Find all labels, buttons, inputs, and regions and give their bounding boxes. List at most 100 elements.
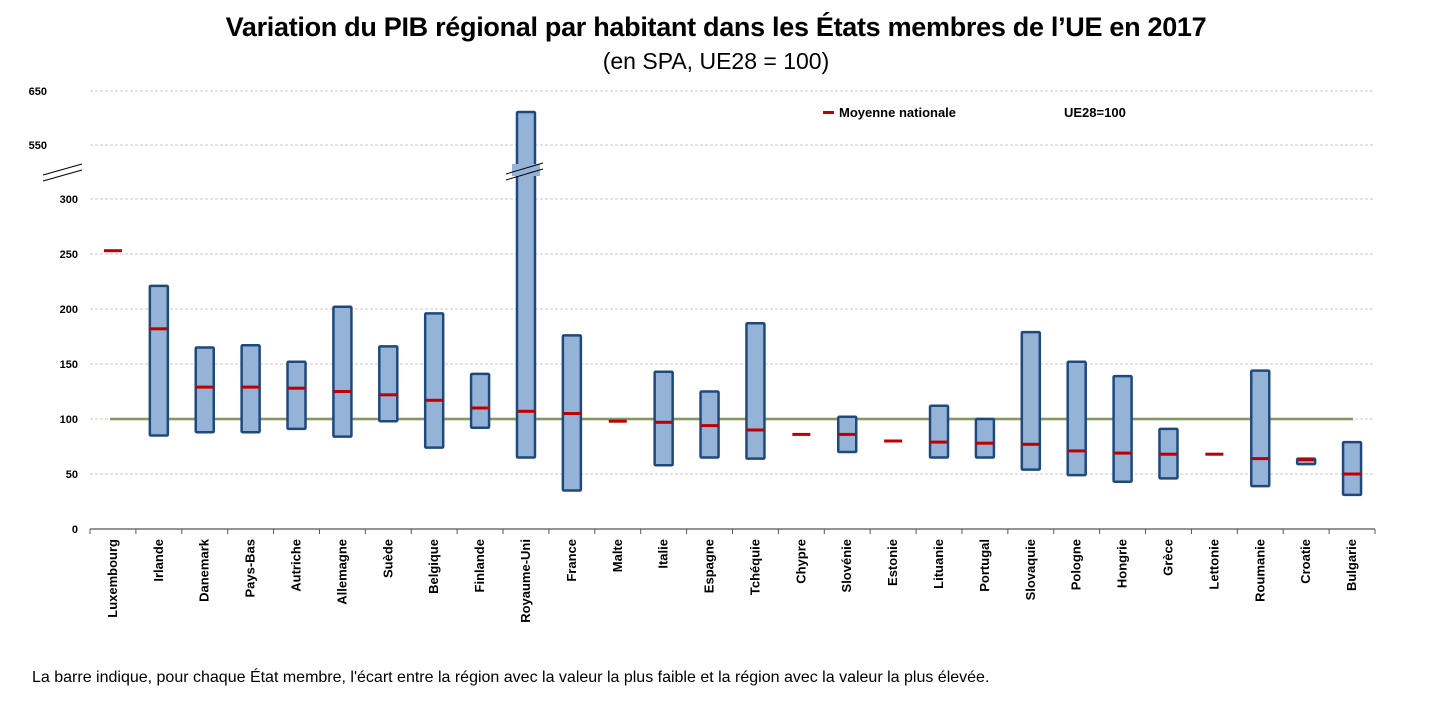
range-bar-hongrie [1112, 374, 1133, 483]
x-category-label: Italie [656, 539, 671, 569]
mean-marker-irlande [149, 327, 168, 331]
mean-marker-royaume-uni [516, 409, 535, 413]
mean-marker-suède [379, 393, 398, 397]
range-bars [148, 110, 1363, 497]
x-category-label: Lituanie [931, 539, 946, 589]
y-tick-label: 0 [72, 524, 78, 536]
x-category-label: Croatie [1298, 539, 1313, 584]
mean-marker-pologne [1067, 449, 1086, 453]
bar-break-line [505, 168, 544, 181]
legend-mean-label: Moyenne nationale [839, 105, 956, 120]
x-category-label: Luxembourg [105, 539, 120, 618]
range-bar-autriche [286, 360, 307, 431]
x-category-label: Espagne [702, 539, 717, 593]
y-tick-label: 100 [60, 414, 78, 426]
range-bar-suède [378, 345, 399, 423]
axis-break-line [42, 163, 83, 176]
range-bar-allemagne [332, 305, 353, 438]
mean-marker-hongrie [1113, 451, 1132, 455]
mean-marker-luxembourg [103, 249, 122, 253]
x-category-label: Grèce [1160, 539, 1175, 576]
mean-marker-roumanie [1251, 457, 1270, 461]
x-axis [89, 528, 1376, 534]
range-bar-royaume-uni [515, 110, 537, 459]
mean-marker-chypre [792, 432, 811, 436]
range-bar-irlande [148, 284, 170, 437]
y-tick-label: 50 [66, 469, 78, 481]
mean-marker-espagne [700, 424, 719, 428]
range-bar-tchéquie [745, 322, 766, 460]
y-tick-label: 250 [60, 249, 78, 261]
x-category-label: Chypre [793, 539, 808, 584]
bar-break-line [505, 162, 544, 175]
mean-marker-lituanie [930, 440, 949, 444]
x-category-label: Pologne [1069, 539, 1084, 590]
chart-subtitle: (en SPA, UE28 = 100) [602, 48, 830, 74]
mean-markers [103, 249, 1362, 476]
x-category-label: Hongrie [1115, 539, 1130, 588]
range-bar-belgique [423, 312, 445, 449]
bar-break-gap [511, 164, 540, 176]
x-category-label: Irlande [151, 539, 166, 582]
x-category-label: Estonie [885, 539, 900, 586]
range-bar-pays-bas [240, 344, 261, 434]
range-bar-finlande [469, 372, 491, 430]
x-category-label: France [564, 539, 579, 582]
x-category-label: Portugal [977, 539, 992, 592]
x-category-label: Pays-Bas [243, 539, 258, 598]
x-category-label: Tchéquie [747, 539, 762, 595]
mean-marker-slovaquie [1021, 442, 1040, 446]
mean-marker-allemagne [333, 390, 352, 393]
mean-marker-slovénie [838, 432, 857, 436]
legend-reference-label: UE28=100 [1064, 105, 1126, 120]
x-category-label: Malte [610, 539, 625, 572]
x-category-label: Royaume-Uni [518, 539, 533, 623]
range-bar-lituanie [928, 404, 950, 459]
mean-marker-lettonie [1205, 452, 1224, 456]
range-bar-bulgarie [1341, 440, 1363, 497]
mean-marker-portugal [975, 441, 994, 445]
range-bar-danemark [194, 346, 215, 434]
x-category-label: Finlande [472, 539, 487, 592]
x-category-label: Lettonie [1206, 539, 1221, 590]
y-tick-label: 300 [60, 194, 78, 206]
chart: 0 50 100 150 200 250 300 550 650 Luxembourg Irlan… [29, 86, 1376, 623]
y-tick-label: 650 [29, 86, 47, 98]
x-category-label: Autriche [289, 539, 304, 592]
mean-marker-pays-bas [241, 385, 260, 389]
x-category-label: Roumanie [1252, 539, 1267, 602]
mean-marker-autriche [287, 386, 306, 390]
mean-marker-italie [654, 420, 673, 424]
y-tick-label: 550 [29, 140, 47, 152]
axis-break-line [42, 169, 83, 182]
range-bar-roumanie [1250, 369, 1271, 488]
legend: Moyenne nationale UE28=100 [823, 105, 1126, 120]
mean-marker-belgique [425, 398, 444, 402]
x-category-label: Suède [380, 539, 395, 578]
x-category-label: Danemark [197, 538, 212, 602]
y-axis-tick-labels: 0 50 100 150 200 250 300 550 650 [29, 86, 78, 536]
x-category-label: Belgique [426, 539, 441, 594]
gridlines [90, 90, 1375, 475]
mean-marker-estonie [884, 439, 903, 443]
y-tick-label: 200 [60, 304, 78, 316]
mean-marker-danemark [195, 385, 214, 389]
mean-marker-bulgarie [1343, 472, 1362, 476]
mean-marker-grèce [1159, 452, 1178, 456]
x-category-label: Slovénie [839, 539, 854, 592]
x-category-label: Bulgarie [1344, 539, 1359, 591]
x-axis-category-labels: Luxembourg Irlande Danemark Pays-Bas Autrich… [105, 538, 1359, 623]
mean-marker-croatie [1298, 458, 1315, 462]
footnote: La barre indique, pour chaque État membr… [32, 669, 990, 686]
mean-marker-tchéquie [746, 428, 765, 432]
axis-break-marks [42, 163, 83, 182]
chart-title: Variation du PIB régional par habitant d… [225, 12, 1207, 42]
mean-marker-malte [608, 419, 627, 423]
x-category-label: Slovaquie [1023, 539, 1038, 600]
range-bar-slovaquie [1020, 330, 1042, 471]
x-category-label: Allemagne [334, 539, 349, 605]
mean-marker-finlande [471, 406, 490, 410]
mean-marker-france [562, 412, 581, 415]
range-bar-portugal [974, 417, 996, 459]
legend-mean-swatch [823, 111, 834, 114]
